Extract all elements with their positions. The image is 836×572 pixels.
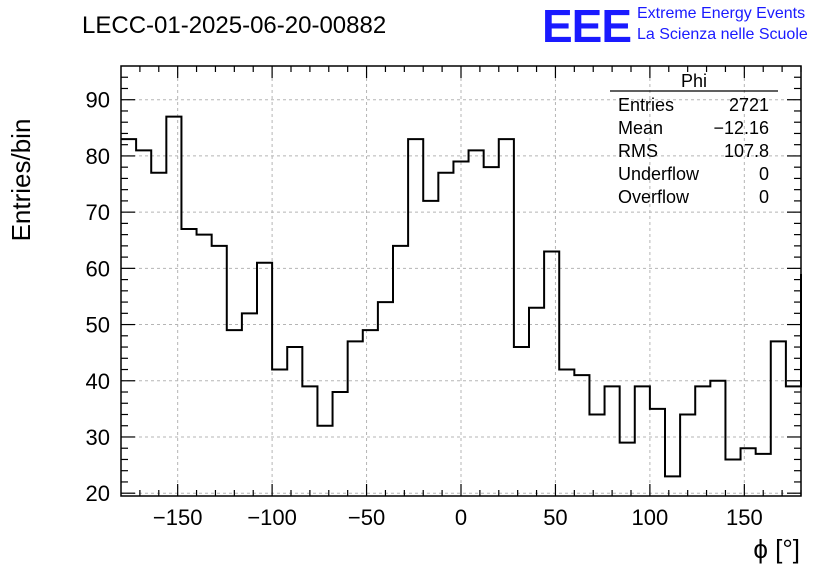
histogram-bin [302, 386, 317, 496]
histogram-bin [741, 448, 756, 496]
histogram-bin [499, 139, 514, 496]
histogram-bin [650, 409, 665, 496]
histogram-bin [423, 201, 438, 496]
histogram-bin [257, 263, 272, 496]
histogram-bin [121, 139, 136, 496]
stats-row-value: 0 [759, 164, 769, 184]
histogram-bin [348, 341, 363, 496]
stats-row-label: RMS [618, 141, 658, 161]
x-tick-label: −50 [348, 505, 385, 530]
eee-logo: EEE Extreme Energy Events La Scienza nel… [542, 0, 808, 52]
y-tick-label: 60 [86, 256, 110, 281]
histogram-bin [469, 150, 484, 496]
logo-line-1: Extreme Energy Events [637, 5, 805, 22]
histogram-bin [756, 454, 771, 496]
histogram-outline [121, 115, 802, 478]
x-axis: −150 −100 −50 0 50 100 150 [139, 66, 802, 530]
histogram-bars [121, 115, 802, 496]
y-tick-label: 70 [86, 200, 110, 225]
x-tick-label: −150 [153, 505, 203, 530]
histogram-bin [181, 229, 196, 496]
histogram-bin [151, 173, 166, 496]
logo-line-2: La Scienza nelle Scuole [637, 26, 808, 43]
stats-row-value: −12.16 [713, 118, 769, 138]
y-axis: 20 30 40 50 60 70 80 90 [86, 76, 801, 506]
y-tick-label: 20 [86, 481, 110, 506]
x-axis-label: ϕ [°] [753, 534, 800, 564]
histogram-bin [559, 370, 574, 496]
histogram-bin [680, 414, 695, 496]
x-tick-label: −100 [247, 505, 297, 530]
y-tick-label: 90 [86, 88, 110, 113]
histogram-bin [725, 459, 740, 496]
y-tick-label: 80 [86, 144, 110, 169]
stats-row-value: 0 [759, 187, 769, 207]
histogram-bin [393, 246, 408, 496]
histogram-bin [589, 414, 604, 496]
histogram-bin [197, 235, 212, 496]
chart-title: LECC-01-2025-06-20-00882 [82, 12, 386, 39]
histogram-bin [605, 386, 620, 496]
stats-row-value: 2721 [729, 95, 769, 115]
histogram-bin [378, 302, 393, 496]
x-tick-label: 0 [455, 505, 467, 530]
histogram-bin [166, 117, 181, 496]
histogram-bin [771, 341, 786, 496]
x-tick-label: 150 [726, 505, 763, 530]
histogram-bin [695, 386, 710, 496]
histogram-bin [333, 392, 348, 496]
histogram-bin [212, 246, 227, 496]
histogram-bin [227, 330, 242, 496]
histogram-bin [136, 150, 151, 496]
histogram-bin [242, 313, 257, 496]
histogram-bin [710, 381, 725, 496]
histogram-bin [438, 173, 453, 496]
stats-row-value: 107.8 [724, 141, 769, 161]
histogram-bin [529, 308, 544, 496]
histogram-bin [408, 139, 423, 496]
histogram-bin [620, 443, 635, 496]
histogram-bin [635, 386, 650, 496]
stats-row-label: Overflow [618, 187, 690, 207]
histogram-bin [363, 330, 378, 496]
histogram-bin [272, 370, 287, 496]
histogram-bin [574, 375, 589, 496]
x-tick-label: 50 [543, 505, 567, 530]
logo-mark: EEE [542, 0, 631, 52]
stats-box-name: Phi [681, 71, 707, 91]
y-tick-label: 50 [86, 313, 110, 338]
histogram-bin [287, 347, 302, 496]
y-tick-label: 40 [86, 369, 110, 394]
grid-lines [121, 66, 801, 496]
stats-row-label: Entries [618, 95, 674, 115]
stats-row-label: Mean [618, 118, 663, 138]
y-tick-label: 30 [86, 425, 110, 450]
plot-frame [120, 65, 802, 497]
stats-row-label: Underflow [618, 164, 700, 184]
histogram-bin [514, 347, 529, 496]
histogram-bin [544, 251, 559, 496]
histogram-bin [484, 167, 499, 496]
histogram-bin [317, 426, 332, 496]
y-axis-label: Entries/bin [6, 119, 36, 242]
stats-box: Phi Entries 2721 Mean −12.16 RMS 107.8 Underfl… [610, 71, 778, 207]
x-tick-label: 100 [632, 505, 669, 530]
